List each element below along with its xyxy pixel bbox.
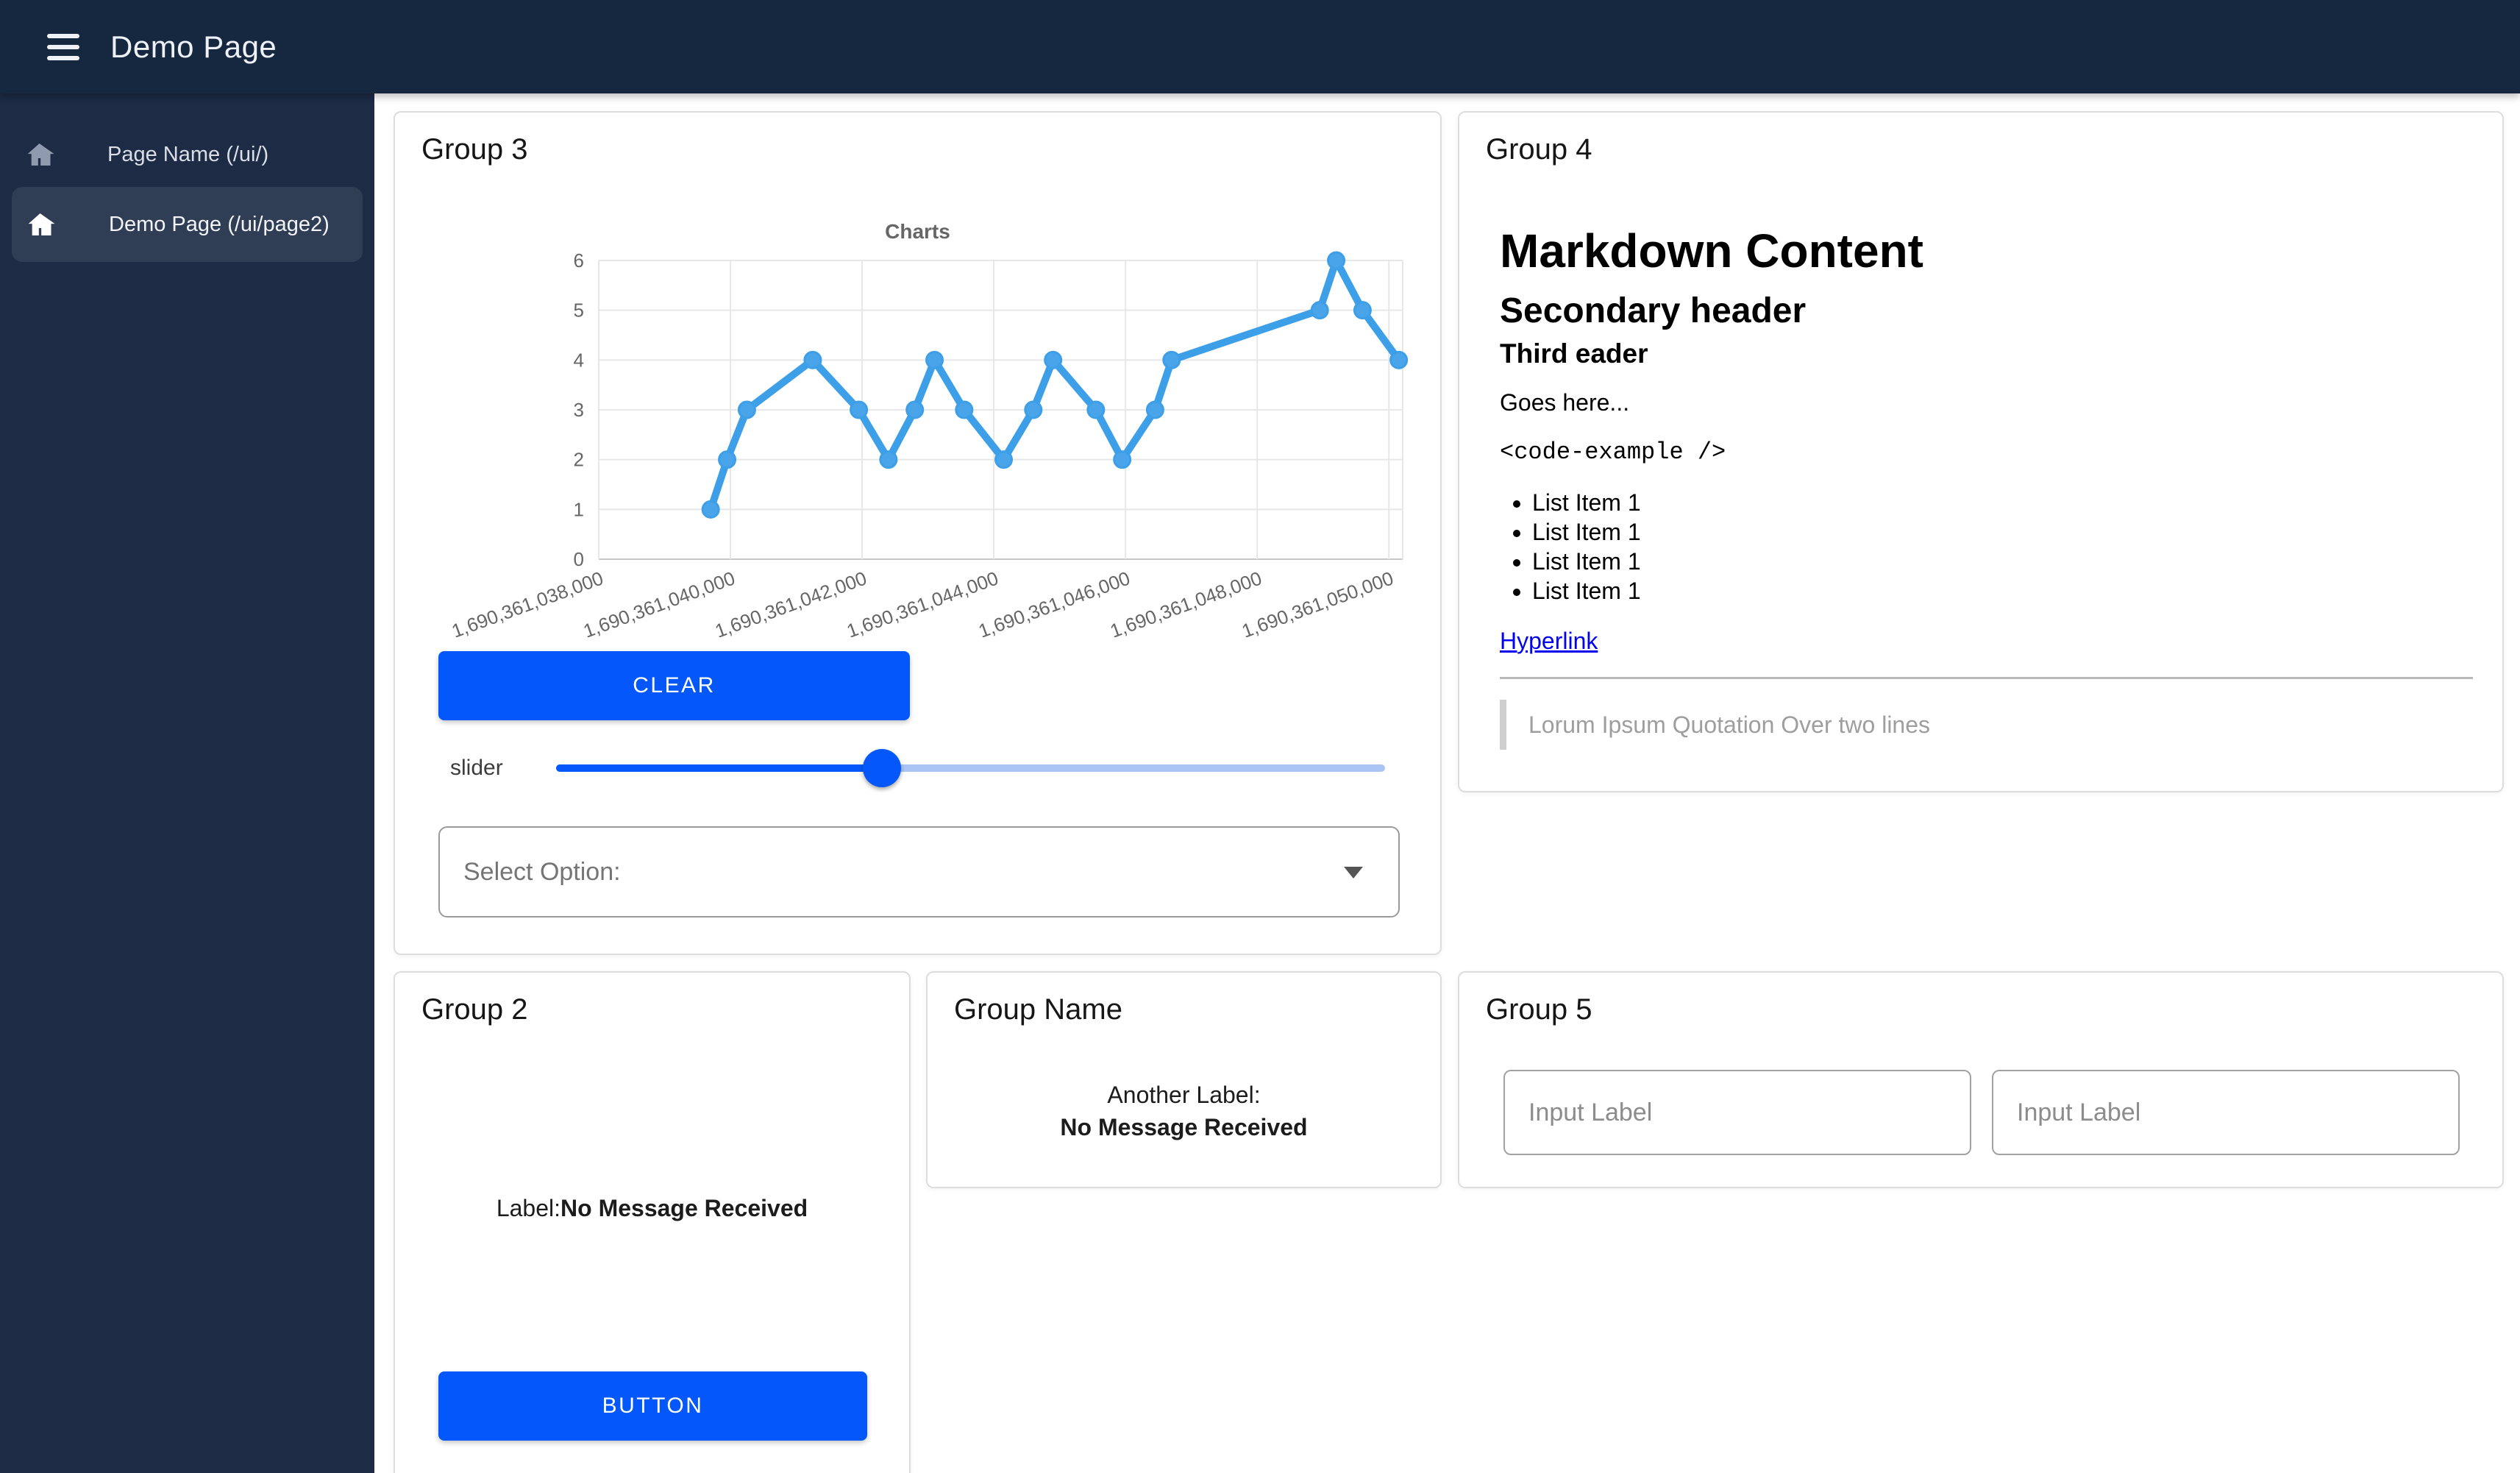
- markdown-list: List Item 1List Item 1List Item 1List It…: [1500, 488, 2473, 606]
- slider-label: slider: [450, 756, 503, 780]
- card-group-name: Group Name Another Label: No Message Rec…: [926, 971, 1442, 1188]
- svg-text:6: 6: [574, 249, 584, 271]
- markdown-h1: Markdown Content: [1500, 224, 1923, 277]
- group2-button[interactable]: BUTTON: [438, 1371, 867, 1441]
- card-group-5: Group 5: [1458, 971, 2504, 1188]
- group3-title: Group 3: [421, 133, 528, 166]
- divider: [1500, 676, 2473, 679]
- sidebar-item-page-name[interactable]: Page Name (/ui/): [0, 121, 374, 188]
- list-item: List Item 1: [1532, 488, 2473, 517]
- markdown-h3: Third eader: [1500, 338, 1648, 369]
- home-icon: [28, 213, 55, 235]
- list-item: List Item 1: [1532, 547, 2473, 576]
- svg-text:3: 3: [574, 399, 584, 421]
- group5-title: Group 5: [1486, 993, 1592, 1026]
- svg-text:1,690,361,050,000: 1,690,361,050,000: [1239, 567, 1396, 637]
- slider-thumb[interactable]: [862, 749, 901, 787]
- sidebar-item-label: Page Name (/ui/): [107, 142, 269, 166]
- chart-title: Charts: [885, 220, 950, 243]
- markdown-content: Markdown Content Secondary header Third …: [1500, 223, 2473, 750]
- top-bar: Demo Page: [0, 0, 2520, 93]
- card-group-3: Group 3 Charts 0 1 2 3 4 5 6 1,690,361,038,000 1…: [394, 111, 1442, 955]
- hyperlink[interactable]: Hyperlink: [1500, 627, 1598, 654]
- select-option-dropdown[interactable]: Select Option:: [438, 826, 1400, 917]
- markdown-code: <code-example />: [1500, 439, 1726, 466]
- slider[interactable]: [556, 749, 1385, 787]
- chevron-down-icon: [1344, 867, 1363, 879]
- card-group-2: Group 2 Label:No Message Received BUTTON: [394, 971, 911, 1473]
- slider-fill: [556, 764, 882, 772]
- sidebar-item-label: Demo Page (/ui/page2): [109, 212, 330, 236]
- group2-message: No Message Received: [560, 1195, 808, 1221]
- group-name-label: Another Label:: [1107, 1082, 1261, 1108]
- svg-text:1: 1: [574, 498, 584, 520]
- svg-text:4: 4: [574, 349, 584, 371]
- page-title: Demo Page: [110, 29, 277, 64]
- hamburger-menu-icon[interactable]: [47, 27, 79, 67]
- group4-title: Group 4: [1486, 133, 1592, 166]
- group-name-message: No Message Received: [1060, 1114, 1308, 1140]
- main-content: Group 3 Charts 0 1 2 3 4 5 6 1,690,361,038,000 1…: [374, 93, 2520, 1473]
- markdown-blockquote: Lorum Ipsum Quotation Over two lines: [1500, 699, 2473, 750]
- group2-title: Group 2: [421, 993, 528, 1026]
- markdown-paragraph: Goes here...: [1500, 388, 1630, 416]
- line-chart: 01234561,690,361,038,0001,690,361,040,00…: [449, 249, 1409, 637]
- svg-text:2: 2: [574, 449, 584, 471]
- svg-text:5: 5: [574, 299, 584, 322]
- svg-text:0: 0: [574, 548, 584, 570]
- input-field-1[interactable]: [1503, 1070, 1971, 1155]
- group2-message-row: Label:No Message Received: [395, 1193, 909, 1223]
- home-icon: [27, 143, 54, 166]
- input-field-2[interactable]: [1992, 1070, 2460, 1155]
- clear-button[interactable]: CLEAR: [438, 651, 910, 720]
- card-group-4: Group 4 Markdown Content Secondary heade…: [1458, 111, 2504, 792]
- group2-label: Label:: [496, 1195, 561, 1221]
- group-name-title: Group Name: [954, 993, 1122, 1026]
- select-option-label: Select Option:: [463, 857, 621, 886]
- list-item: List Item 1: [1532, 576, 2473, 606]
- sidebar: Page Name (/ui/) Demo Page (/ui/page2): [0, 93, 374, 1473]
- markdown-h2: Secondary header: [1500, 291, 1807, 330]
- sidebar-item-demo-page[interactable]: Demo Page (/ui/page2): [12, 187, 363, 262]
- list-item: List Item 1: [1532, 517, 2473, 547]
